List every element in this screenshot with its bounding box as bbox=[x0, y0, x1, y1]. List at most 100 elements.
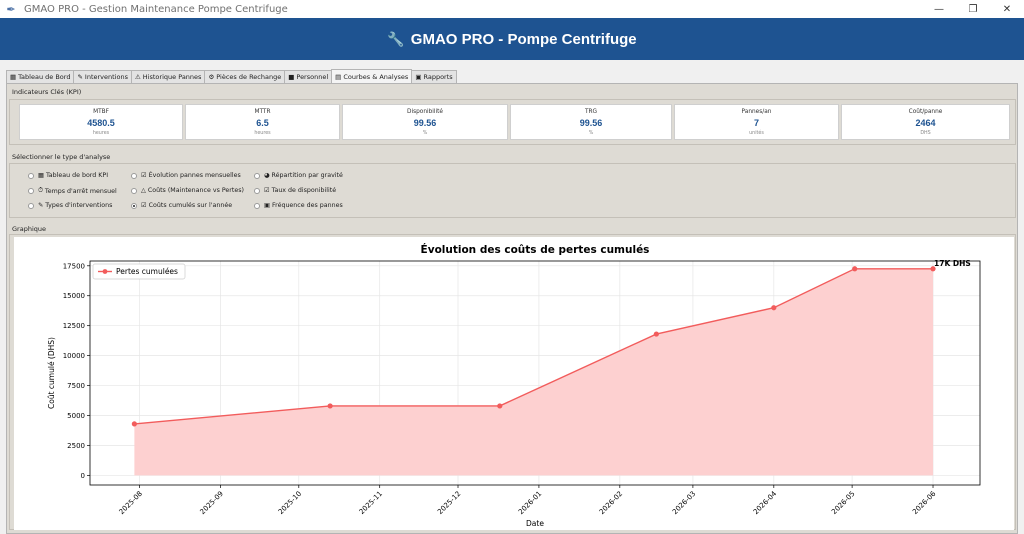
window-title: GMAO PRO - Gestion Maintenance Pompe Cen… bbox=[24, 3, 288, 15]
graph-icon: ▤ bbox=[335, 72, 342, 81]
graph-section-label: Graphique bbox=[12, 225, 46, 233]
analysis-option[interactable]: ☑ Taux de disponibilité bbox=[254, 187, 336, 194]
data-point bbox=[327, 403, 333, 409]
y-tick-label: 7500 bbox=[67, 382, 85, 390]
option-label: Taux de disponibilité bbox=[271, 187, 337, 194]
tab-pi-ces-de-rechange[interactable]: ⚙ Pièces de Rechange bbox=[204, 70, 286, 83]
kpi-value: 6.5 bbox=[256, 118, 269, 128]
feather-icon: ✒ bbox=[6, 2, 16, 16]
y-tick-label: 2500 bbox=[67, 442, 85, 450]
y-tick-label: 10000 bbox=[63, 352, 85, 360]
option-label: Temps d'arrêt mensuel bbox=[44, 187, 117, 195]
kpi-value: 99.56 bbox=[413, 118, 437, 128]
analysis-option[interactable]: ☑ Coûts cumulés sur l'année bbox=[131, 202, 232, 209]
tab-tableau-de-bord[interactable]: ▦ Tableau de Bord bbox=[6, 70, 75, 83]
y-tick-label: 17500 bbox=[63, 262, 85, 270]
wrench-icon: 🔧 bbox=[387, 30, 405, 47]
minimize-button[interactable]: — bbox=[934, 3, 944, 15]
x-tick-label: 2026-06 bbox=[911, 489, 938, 516]
analysis-options-frame bbox=[9, 163, 1016, 218]
warning-icon: ⚠ bbox=[134, 73, 141, 81]
tab-label: Pièces de Rechange bbox=[216, 73, 282, 81]
tab-label: Tableau de Bord bbox=[18, 73, 71, 81]
kpi-card: MTTR 6.5 heures bbox=[185, 104, 340, 140]
analysis-option[interactable]: ▦ Tableau de bord KPI bbox=[28, 172, 108, 179]
radio-button[interactable] bbox=[131, 202, 137, 209]
radio-button[interactable] bbox=[254, 187, 260, 194]
option-icon: ◕ bbox=[264, 172, 270, 179]
radio-button[interactable] bbox=[131, 172, 137, 179]
people-icon: ■ bbox=[288, 73, 295, 81]
x-axis-label: Date bbox=[526, 519, 544, 528]
y-tick-label: 12500 bbox=[63, 322, 85, 330]
analysis-option[interactable]: ⏱ Temps d'arrêt mensuel bbox=[28, 187, 117, 195]
tab-label: Courbes & Analyses bbox=[343, 72, 409, 81]
tab-interventions[interactable]: ✎ Interventions bbox=[73, 70, 132, 83]
kpi-card: MTBF 4580.5 heures bbox=[19, 104, 183, 140]
option-label: Tableau de bord KPI bbox=[45, 172, 109, 179]
kpi-value: 2464 bbox=[915, 118, 936, 128]
tab-historique-pannes[interactable]: ⚠ Historique Pannes bbox=[130, 70, 206, 83]
option-label: Coûts cumulés sur l'année bbox=[148, 202, 233, 209]
kpi-card: Disponibilité 99.56% bbox=[342, 104, 508, 140]
radio-button[interactable] bbox=[28, 188, 34, 194]
analysis-option[interactable]: △ Coûts (Maintenance vs Pertes) bbox=[131, 187, 244, 194]
radio-button[interactable] bbox=[28, 202, 34, 209]
tab-rapports[interactable]: ▣ Rapports bbox=[411, 70, 457, 83]
radio-button[interactable] bbox=[254, 172, 260, 179]
chart-canvas: Évolution des coûts de pertes cumulés 0 25… bbox=[14, 237, 1014, 530]
option-icon: ▦ bbox=[38, 172, 44, 179]
plot-frame bbox=[89, 260, 981, 486]
option-icon: ☑ bbox=[141, 202, 147, 209]
tab-label: Interventions bbox=[84, 73, 128, 81]
option-icon: ☑ bbox=[141, 172, 147, 179]
y-tick-label: 0 bbox=[81, 472, 85, 480]
analysis-option[interactable]: ▣ Fréquence des pannes bbox=[254, 202, 343, 209]
option-label: Fréquence des pannes bbox=[271, 202, 343, 209]
x-tick-label: 2026-04 bbox=[752, 489, 779, 516]
tab-label: Rapports bbox=[423, 73, 453, 81]
legend-swatch-marker bbox=[102, 269, 108, 274]
analysis-option[interactable]: ☑ Évolution pannes mensuelles bbox=[131, 172, 241, 179]
maximize-button[interactable]: ❐ bbox=[968, 3, 978, 15]
kpi-unit: heures bbox=[254, 131, 271, 136]
kpi-name: TRG bbox=[584, 109, 598, 115]
x-tick-label: 2026-01 bbox=[517, 490, 543, 516]
tab-courbes-analyses[interactable]: ▤ Courbes & Analyses bbox=[331, 69, 413, 83]
kpi-card: Pannes/an 7 unités bbox=[674, 104, 839, 140]
gear-icon: ⚙ bbox=[208, 73, 215, 81]
data-point bbox=[771, 305, 777, 311]
legend-label: Pertes cumulées bbox=[116, 267, 178, 276]
kpi-frame bbox=[9, 99, 1016, 145]
x-tick-label: 2025-11 bbox=[358, 490, 384, 516]
chart-title: Évolution des coûts de pertes cumulés bbox=[421, 243, 650, 256]
data-point bbox=[131, 421, 137, 427]
kpi-name: MTTR bbox=[254, 109, 271, 115]
radio-button[interactable] bbox=[254, 202, 260, 209]
x-tick-label: 2025-12 bbox=[436, 490, 462, 516]
x-tick-label: 2026-02 bbox=[598, 490, 624, 516]
analysis-option[interactable]: ◕ Répartition par gravité bbox=[254, 172, 343, 179]
x-tick-label: 2026-03 bbox=[671, 490, 697, 516]
tab-label: Historique Pannes bbox=[142, 73, 202, 81]
option-icon: △ bbox=[141, 187, 146, 194]
radio-button[interactable] bbox=[28, 172, 34, 179]
x-tick-label: 2025-08 bbox=[118, 490, 144, 516]
analysis-option[interactable]: ✎ Types d'interventions bbox=[28, 202, 112, 209]
x-tick-label: 2025-09 bbox=[199, 490, 225, 516]
kpi-name: Pannes/an bbox=[741, 109, 772, 115]
close-button[interactable]: ✕ bbox=[1002, 3, 1012, 15]
y-tick-label: 15000 bbox=[63, 292, 85, 300]
window-titlebar: ✒ GMAO PRO - Gestion Maintenance Pompe C… bbox=[0, 0, 1024, 18]
data-point bbox=[497, 403, 503, 409]
chart-icon: ▦ bbox=[10, 73, 17, 81]
tab-bar: ▦ Tableau de Bord ✎ Interventions ⚠ Historiqu… bbox=[6, 69, 457, 83]
option-label: Coûts (Maintenance vs Pertes) bbox=[147, 187, 244, 194]
kpi-unit: % bbox=[588, 131, 594, 136]
kpi-card: TRG 99.56% bbox=[510, 104, 672, 140]
option-icon: ▣ bbox=[264, 202, 270, 209]
radio-button[interactable] bbox=[131, 187, 137, 194]
y-axis-label: Coût cumulé (DHS) bbox=[47, 337, 56, 409]
tab-personnel[interactable]: ■ Personnel bbox=[284, 70, 333, 83]
end-value-annotation: 17K DHS bbox=[934, 259, 971, 268]
